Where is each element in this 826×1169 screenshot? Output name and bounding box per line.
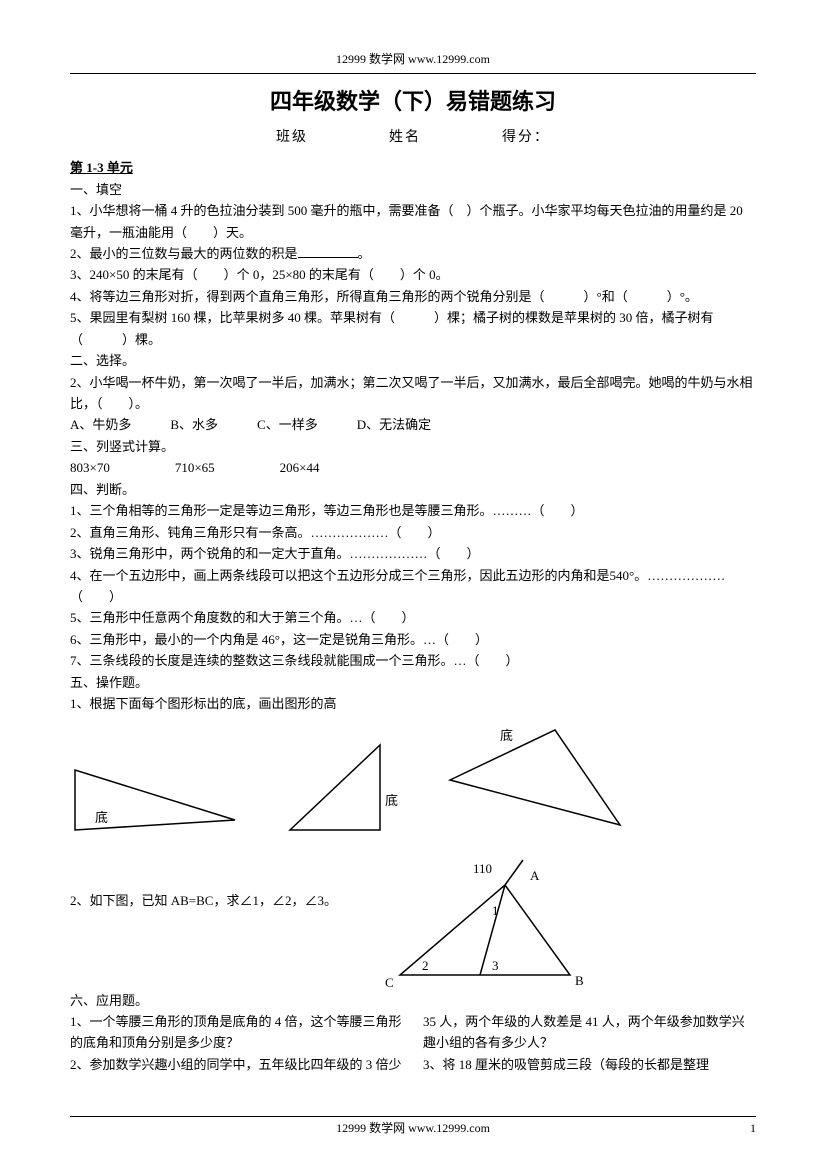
section-6-heading: 六、应用题。 [70, 990, 756, 1011]
base-label-3: 底 [500, 725, 513, 746]
s4-q7: 7、三条线段的长度是连续的整数这三条线段就能围成一个三角形。…（ ） [70, 650, 756, 671]
s5-q2-row: 2、如下图，已知 AB=BC，求∠1，∠2，∠3。 110 A 1 2 3 C … [70, 850, 756, 990]
s5-q1: 1、根据下面每个图形标出的底，画出图形的高 [70, 693, 756, 714]
section-3-heading: 三、列竖式计算。 [70, 436, 756, 457]
label-1: 1 [492, 900, 499, 921]
s6-two-column: 1、一个等腰三角形的顶角是底角的 4 倍，这个等腰三角形的底角和顶角分别是多少度… [70, 1011, 756, 1075]
s4-q1: 1、三个角相等的三角形一定是等边三角形，等边三角形也是等腰三角形。………（ ） [70, 500, 756, 521]
section-1-heading: 一、填空 [70, 179, 756, 200]
unit-label: 第 1-3 单元 [70, 157, 756, 178]
label-C: C [385, 972, 394, 993]
label-3: 3 [492, 955, 499, 976]
label-A: A [530, 865, 539, 886]
s1-q2: 2、最小的三位数与最大的两位数的积是 。 [70, 243, 756, 264]
base-label-1: 底 [95, 807, 108, 828]
s4-q5: 5、三角形中任意两个角度数的和大于第三个角。…（ ） [70, 607, 756, 628]
s1-q1: 1、小华想将一桶 4 升的色拉油分装到 500 毫升的瓶中，需要准备（ ）个瓶子… [70, 200, 756, 243]
s1-q4: 4、将等边三角形对折，得到两个直角三角形，所得直角三角形的两个锐角分别是（ ）°… [70, 286, 756, 307]
triangles-row: 底 底 底 [70, 725, 756, 835]
s5-q2-text: 2、如下图，已知 AB=BC，求∠1，∠2，∠3。 [70, 850, 350, 911]
section-2-heading: 二、选择。 [70, 350, 756, 371]
page-title: 四年级数学（下）易错题练习 [70, 84, 756, 120]
class-label: 班级 [276, 126, 308, 149]
angle-110: 110 [473, 858, 492, 879]
s4-q2: 2、直角三角形、钝角三角形只有一条高。………………（ ） [70, 522, 756, 543]
s1-q3: 3、240×50 的末尾有（ ）个 0，25×80 的末尾有（ ）个 0。 [70, 264, 756, 285]
footer-rule [70, 1116, 756, 1117]
s4-q6: 6、三角形中，最小的一个内角是 46°，这一定是锐角三角形。…（ ） [70, 629, 756, 650]
triangle-q2: 110 A 1 2 3 C B [380, 850, 600, 990]
section-5-heading: 五、操作题。 [70, 672, 756, 693]
s2-q2: 2、小华喝一杯牛奶，第一次喝了一半后，加满水；第二次又喝了一半后，又加满水，最后… [70, 372, 756, 415]
label-2: 2 [422, 955, 429, 976]
s1-q2-b: 。 [358, 246, 371, 261]
s4-q3: 3、锐角三角形中，两个锐角的和一定大于直角。………………（ ） [70, 543, 756, 564]
s6-text: 1、一个等腰三角形的顶角是底角的 4 倍，这个等腰三角形的底角和顶角分别是多少度… [70, 1011, 756, 1075]
triangle-2: 底 [280, 740, 400, 835]
s1-q2-a: 2、最小的三位数与最大的两位数的积是 [70, 246, 298, 261]
page-number: 1 [490, 1119, 756, 1139]
score-label: 得分： [502, 126, 550, 149]
footer-text: 12999 数学网 www.12999.com [336, 1119, 490, 1139]
s3-items: 803×70 710×65 206×44 [70, 457, 756, 478]
triangle-3: 底 [440, 725, 630, 835]
label-B: B [575, 970, 584, 991]
s2-opts: A、牛奶多 B、水多 C、一样多 D、无法确定 [70, 414, 756, 435]
blank-line [298, 244, 358, 258]
section-4-heading: 四、判断。 [70, 479, 756, 500]
header-rule [70, 73, 756, 74]
subtitle-row: 班级 姓名 得分： [70, 126, 756, 149]
base-label-2: 底 [385, 790, 398, 811]
triangle-1: 底 [70, 745, 240, 835]
page-footer: 12999 数学网 www.12999.com 1 [0, 1116, 826, 1139]
s4-q4: 4、在一个五边形中，画上两条线段可以把这个五边形分成三个三角形，因此五边形的内角… [70, 565, 756, 608]
name-label: 姓名 [389, 126, 421, 149]
page-header: 12999 数学网 www.12999.com [70, 50, 756, 70]
s1-q5: 5、果园里有梨树 160 棵，比苹果树多 40 棵。苹果树有（ ）棵；橘子树的棵… [70, 307, 756, 350]
